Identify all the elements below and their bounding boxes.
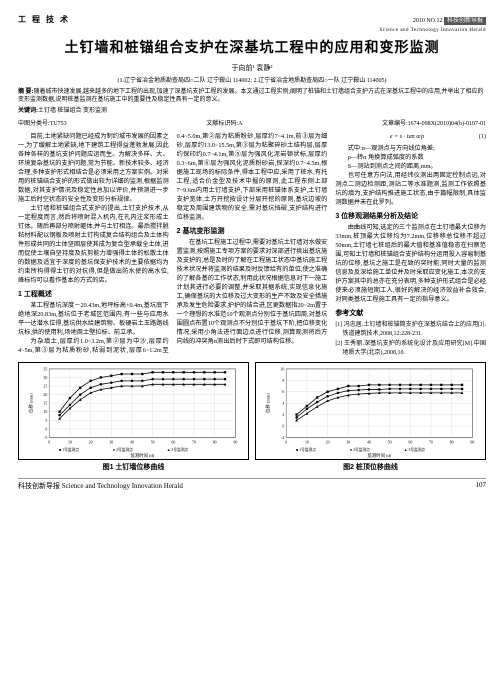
svg-text:60: 60 (171, 441, 175, 445)
formula-post-4: 也可任意方向法,用经纬仪测出两固定控制点远,对测点二测边检测距,测站二等水准题测… (335, 172, 486, 208)
references: [1] 冯忠居.土钉墙和桩锚筒支护在深基坑结合上的应用[J].铁道建筑技术,20… (335, 321, 486, 358)
s3-p1: 由曲线可知,选定的三个监测点在土钉墙最大位移为33mm,桩顶最大位移均为7.2m… (335, 224, 486, 305)
clc-label: 中图分类号: (18, 121, 50, 127)
article-no: 文章编号:1674-098X(2010)04(b)-0107-01 (382, 118, 486, 127)
abstract-text: 随着城市快速发展,越来越多的地下工程的出现,加速了深基坑支护工程的发展。本文通过… (18, 89, 484, 103)
svg-text:监测时间 (d): 监测时间 (d) (367, 452, 391, 459)
clc-value: TU753 (50, 121, 67, 127)
svg-text:■ 1号监测点: ■ 1号监测点 (59, 447, 79, 452)
journal-en-top: Science and Technology Innovation Herald (18, 28, 486, 33)
body-columns: 目前,土地紧缺问题已经成为制约城市发展的因素之一,为了缓解土地紧缺,地下建筑工程… (18, 133, 486, 358)
svg-text:0: 0 (45, 428, 47, 432)
keywords: 关键词:土钉墙 桩锚组合 变形监测 (18, 107, 486, 115)
doc-code-value: A (238, 121, 242, 127)
clc: 中图分类号:TU753 (18, 118, 67, 127)
formula-post-2: ρ—转α 角换算成弧度的系数 (335, 154, 486, 163)
svg-text:15: 15 (43, 402, 47, 406)
section-1-title: 1 工程概述 (18, 290, 169, 300)
svg-text:40: 40 (367, 441, 371, 445)
section-2-title: 2 基坑变形监测 (177, 227, 328, 237)
svg-text:30: 30 (43, 376, 47, 380)
svg-text:10: 10 (68, 441, 72, 445)
doc-code-label: 文献标识码: (206, 121, 238, 127)
chart-1-box: 0102030405060708090-505101520253035监测时间 … (18, 362, 249, 472)
svg-text:90: 90 (470, 441, 474, 445)
formula-text: e = s · tan α/ρ (390, 133, 424, 140)
svg-text:70: 70 (429, 441, 433, 445)
svg-text:25: 25 (43, 385, 47, 389)
chart-2-box: 0102030405060708090-20246810监测时间 (d)位移 (… (255, 362, 486, 472)
category-label: 工 程 技 术 (18, 14, 70, 25)
ref-1: [1] 冯忠居.土钉墙和桩锚筒支护在深基坑结合上的应用[J].铁道建筑技术,20… (335, 321, 486, 339)
svg-text:位移 (mm): 位移 (mm) (28, 393, 35, 413)
issue: 2010 NO.12 (413, 18, 443, 24)
svg-text:4: 4 (282, 402, 284, 406)
s1-p1: 某工程基坑深度－20.43m,地坪标高+0.4m,基坑底下绝地深20.83m,基… (18, 302, 169, 338)
svg-text:10: 10 (43, 410, 47, 414)
svg-text:8: 8 (282, 379, 284, 383)
svg-text:-2: -2 (281, 436, 284, 440)
svg-text:● 2号监测点: ● 2号监测点 (350, 447, 370, 452)
paper-title: 土钉墙和桩锚组合支护在深基坑工程中的应用和变形监测 (18, 37, 486, 57)
svg-text:20: 20 (43, 393, 47, 397)
svg-text:监测时间 (d): 监测时间 (d) (130, 452, 154, 459)
formula-1: e = s · tan α/ρ (1) (335, 133, 486, 142)
svg-text:位移 (mm): 位移 (mm) (265, 393, 272, 413)
svg-text:20: 20 (89, 441, 93, 445)
affiliation: (1.辽宁省冶金地质勘查局四○二队 辽宁鞍山 114002; 2.辽宁省冶金地质… (18, 75, 486, 84)
journal-badge: 科技创新导报 (444, 17, 486, 25)
svg-text:6: 6 (282, 390, 284, 394)
svg-text:0: 0 (48, 441, 50, 445)
intro-p2: 土钉墙和桩锚组合式支护的提出,土钉支护技术,从一定程度而言,然后将喷射混入机内,… (18, 205, 169, 286)
svg-text:▲ 3号监测点: ▲ 3号监测点 (404, 447, 426, 452)
s2-p1: 在基坑工程施工过程中,需要对基坑土钉墙对水做安置监测,按照施工专项方案的要求对深… (177, 239, 328, 347)
svg-text:60: 60 (408, 441, 412, 445)
chart-1: 0102030405060708090-505101520253035监测时间 … (18, 362, 249, 460)
ref-2: [2] 王秀丽.深基坑支护的系统化设计及应用研究[M].中国地质大学(北京),2… (335, 340, 486, 358)
svg-text:40: 40 (130, 441, 134, 445)
footer-page-number: 107 (476, 481, 487, 491)
svg-text:10: 10 (305, 441, 309, 445)
refs-title: 参考文献 (335, 309, 486, 319)
svg-text:10: 10 (280, 368, 284, 372)
svg-text:30: 30 (109, 441, 113, 445)
svg-text:5: 5 (45, 419, 47, 423)
authors: 于向前¹ 袁静² (18, 63, 486, 73)
formula-number: (1) (479, 133, 486, 142)
svg-text:0: 0 (282, 425, 284, 429)
svg-text:35: 35 (43, 368, 47, 372)
intro-p1: 目前,土地紧缺问题已经成为制约城市发展的因素之一,为了缓解土地紧缺,地下建筑工程… (18, 133, 169, 205)
svg-text:80: 80 (450, 441, 454, 445)
svg-text:50: 50 (388, 441, 392, 445)
svg-text:0: 0 (285, 441, 287, 445)
svg-text:90: 90 (233, 441, 237, 445)
chart-2-caption: 图2 桩顶位移曲线 (255, 462, 486, 472)
top-right: 2010 NO.12 科技创新导报 (413, 15, 486, 24)
formula-post-1: 式中:α—观测点与方向线位角差; (335, 145, 486, 154)
section-3-title: 3 位移观测结果分析及结论 (335, 212, 486, 222)
keywords-text: 土钉墙 桩锚组合 变形监测 (38, 108, 107, 114)
svg-text:80: 80 (213, 441, 217, 445)
chart-1-caption: 图1 土钉墙位移曲线 (18, 462, 249, 472)
abstract: 摘 要:随着城市快速发展,越来越多的地下工程的出现,加速了深基坑支护工程的发展。… (18, 88, 486, 105)
article-no-value: 1674-098X(2010)04(b)-0107-01 (408, 121, 486, 127)
svg-text:50: 50 (151, 441, 155, 445)
article-no-label: 文章编号: (382, 121, 408, 127)
doc-code: 文献标识码:A (206, 118, 242, 127)
svg-text:■ 1号监测点: ■ 1号监测点 (296, 447, 316, 452)
svg-text:-5: -5 (44, 436, 47, 440)
svg-text:▲ 3号监测点: ▲ 3号监测点 (167, 447, 189, 452)
svg-text:70: 70 (192, 441, 196, 445)
svg-text:30: 30 (346, 441, 350, 445)
keywords-label: 关键词: (18, 108, 38, 114)
footer-journal: 科技创新导报 Science and Technology Innovation… (18, 481, 183, 491)
svg-text:20: 20 (326, 441, 330, 445)
svg-text:● 2号监测点: ● 2号监测点 (113, 447, 133, 452)
svg-text:2: 2 (282, 413, 284, 417)
formula-post-3: S—测站到测点之间的距离,mm。 (335, 163, 486, 172)
chart-2: 0102030405060708090-20246810监测时间 (d)位移 (… (255, 362, 486, 460)
abstract-label: 摘 要: (18, 89, 34, 95)
